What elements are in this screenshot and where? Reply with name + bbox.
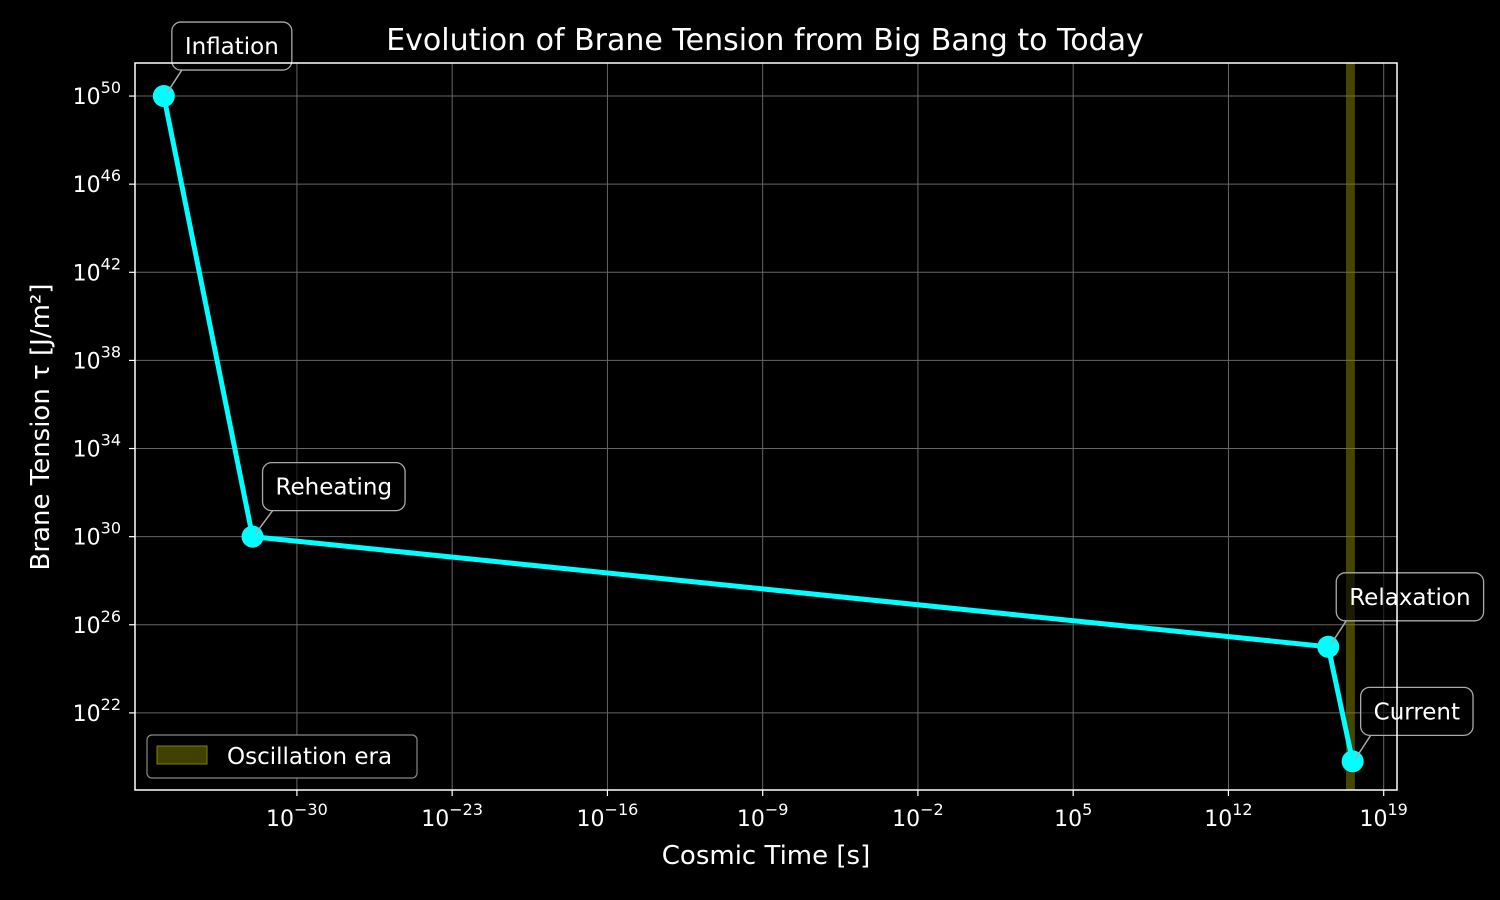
annotation-arrow <box>1330 620 1347 645</box>
x-tick-label: 105 <box>1054 800 1092 832</box>
annotation-box <box>1359 686 1474 737</box>
annotation-label: Current <box>1374 699 1460 725</box>
y-tick-label: 1038 <box>73 342 121 374</box>
x-axis-label: Cosmic Time [s] <box>662 841 870 871</box>
annotation-arrow <box>166 69 183 94</box>
data-point <box>152 85 175 108</box>
annotation-box <box>1335 572 1485 622</box>
data-point <box>241 525 264 548</box>
annotation-arrow <box>254 510 274 535</box>
series-line <box>161 95 1356 762</box>
x-tick-label: 10−2 <box>892 800 944 832</box>
legend-swatch <box>156 745 208 765</box>
y-tick-label: 1034 <box>73 431 121 463</box>
y-tick-label: 1022 <box>73 695 121 727</box>
annotation-relaxation: Relaxation <box>1330 572 1485 645</box>
annotation-label: Relaxation <box>1349 585 1470 611</box>
y-tick-label: 1050 <box>73 78 121 110</box>
y-tick-label: 1042 <box>73 254 121 286</box>
x-tick-label: 10−23 <box>421 800 483 832</box>
y-tick-label: 1026 <box>73 607 121 639</box>
series-layer <box>152 85 1364 773</box>
oscillation-era-band <box>1345 63 1355 790</box>
y-tick-label: 1046 <box>73 166 121 198</box>
data-point <box>1317 635 1340 658</box>
annotation-inflation: Inflation <box>166 21 293 94</box>
x-tick-label: 10−16 <box>577 800 639 832</box>
y-tick-label: 1030 <box>73 519 121 551</box>
legend-box <box>146 734 418 779</box>
annotation-label: Inflation <box>185 34 279 60</box>
legend-label: Oscillation era <box>227 744 392 770</box>
x-tick-label: 10−9 <box>737 800 789 832</box>
annotation-box <box>171 21 293 71</box>
annotation-current: Current <box>1355 686 1474 759</box>
x-tick-label: 1019 <box>1360 800 1408 832</box>
data-point <box>1341 750 1364 773</box>
grid <box>135 63 1397 790</box>
x-tick-label: 10−30 <box>266 800 328 832</box>
y-axis-label: Brane Tension τ [J/m²] <box>26 284 56 571</box>
annotation-label: Reheating <box>276 475 393 501</box>
axes-frame <box>134 62 1398 791</box>
annotation-box <box>261 462 406 512</box>
annotation-arrow <box>1355 734 1372 759</box>
annotation-reheating: Reheating <box>254 462 406 535</box>
chart-title: Evolution of Brane Tension from Big Bang… <box>386 23 1144 58</box>
x-axis-ticks: 10−30 10−23 10−16 10−9 10−2 105 1012 1019 <box>266 790 1408 832</box>
annotations-layer: Inflation Reheating Relaxation Current <box>166 21 1485 759</box>
legend: Oscillation era <box>146 734 418 779</box>
y-axis-ticks: 1022 1026 1030 1034 1038 1042 1046 1050 <box>73 78 135 727</box>
x-tick-label: 1012 <box>1204 800 1252 832</box>
